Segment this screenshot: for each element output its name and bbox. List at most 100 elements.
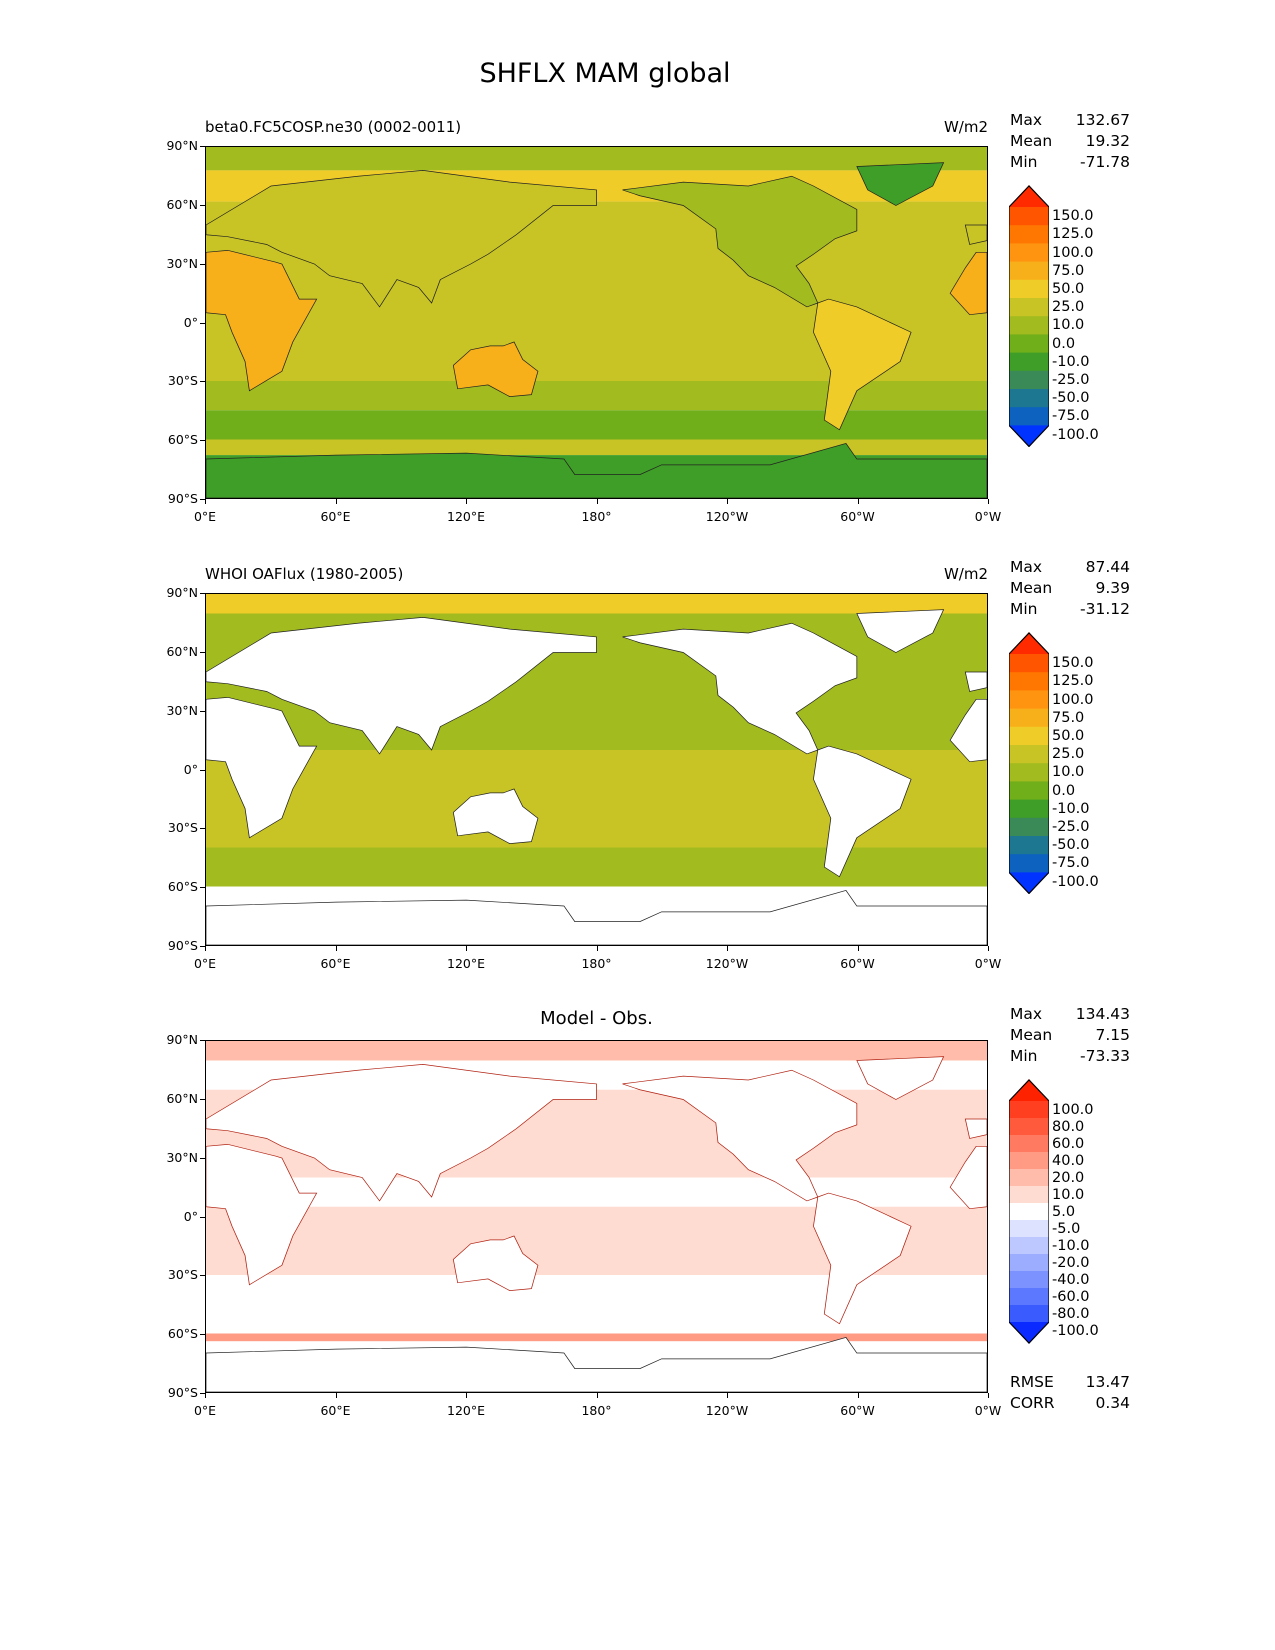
lat-tick-label: 60°N	[166, 1090, 198, 1106]
colorbar-canvas	[1009, 632, 1049, 895]
colorbar-level-label: 50.0	[1052, 727, 1085, 744]
lat-tick-label: 60°S	[167, 432, 198, 448]
field-band	[206, 1333, 987, 1342]
lat-tick-mark	[200, 710, 205, 712]
lat-tick-label: 30°N	[166, 1149, 198, 1165]
lon-tick-label: 60°E	[320, 1403, 351, 1418]
coastline-samerica	[813, 1192, 912, 1325]
lat-tick-mark	[200, 204, 205, 206]
field-band	[206, 1041, 987, 1061]
coastline-africaE	[206, 1144, 318, 1286]
stat-value: 19.32	[1085, 132, 1130, 150]
colorbar-level-label: -50.0	[1052, 837, 1090, 854]
colorbar-level-label: 75.0	[1052, 262, 1085, 279]
coastline-eurasia	[206, 170, 597, 308]
colorbar-segment	[1009, 817, 1049, 837]
lat-tick-mark	[200, 1157, 205, 1159]
colorbar-segment	[1009, 708, 1049, 728]
colorbar-segment	[1009, 243, 1049, 263]
lat-tick-mark	[200, 1040, 205, 1041]
colorbar-level-label: 10.0	[1052, 1186, 1085, 1203]
lat-tick-label: 0°	[183, 761, 198, 777]
figure-title: SHFLX MAM global	[479, 58, 731, 89]
panel-left-title: beta0.FC5COSP.ne30 (0002-0011)	[205, 118, 462, 136]
lon-tick-label: 180°	[581, 509, 612, 524]
colorbar	[1009, 632, 1049, 895]
extra-stat-label: RMSE	[1010, 1373, 1054, 1391]
stat-value: -71.78	[1080, 153, 1130, 171]
stat-label: Max	[1010, 558, 1043, 576]
lat-tick-label: 60°N	[166, 196, 198, 212]
lon-tick-label: 0°E	[193, 956, 217, 971]
colorbar-segment	[1009, 854, 1049, 873]
lon-tick-label: 60°W	[840, 509, 875, 524]
colorbar-segment	[1009, 745, 1049, 764]
lon-tick-label: 120°W	[705, 956, 749, 971]
lon-tick-label: 120°W	[705, 1403, 749, 1418]
lon-tick-mark	[988, 946, 989, 951]
colorbar-segment	[1009, 781, 1049, 801]
stat-value: 134.43	[1075, 1005, 1130, 1023]
colorbar-outline	[1009, 632, 1049, 895]
colorbar-level-label: 10.0	[1052, 317, 1085, 334]
lon-tick-mark	[988, 499, 989, 504]
lon-tick-mark	[727, 946, 728, 951]
lat-tick-mark	[200, 593, 205, 594]
colorbar-segment	[1009, 1169, 1049, 1187]
lat-tick-mark	[200, 381, 205, 383]
field-band	[206, 381, 987, 411]
lat-tick-label: 90°N	[166, 1032, 198, 1047]
field-band	[206, 147, 987, 171]
panel-units: W/m2	[943, 118, 988, 136]
panel-units: W/m2	[943, 565, 988, 583]
coastline-samerica	[813, 298, 912, 431]
lon-tick-label: 0°E	[193, 1403, 217, 1418]
lon-tick-mark	[205, 1393, 206, 1398]
coastline-europeW	[964, 1118, 987, 1139]
coastline-australia	[452, 788, 539, 844]
colorbar-extend-max	[1009, 1079, 1049, 1101]
lat-tick-label: 30°N	[166, 702, 198, 718]
coastline-africaW	[949, 698, 987, 763]
colorbar-level-label: -75.0	[1052, 408, 1090, 425]
colorbar-level-label: -25.0	[1052, 818, 1090, 835]
lon-tick-label: 60°W	[840, 956, 875, 971]
map-canvas	[206, 147, 987, 498]
colorbar-segment	[1009, 1203, 1049, 1221]
lat-tick-mark	[200, 499, 205, 500]
colorbar-level-label: 125.0	[1052, 226, 1094, 243]
colorbar-extend-min	[1009, 425, 1049, 448]
map-panel-3	[205, 1040, 988, 1393]
lat-tick-mark	[200, 146, 205, 147]
lon-tick-mark	[596, 946, 598, 951]
panel-center-title: Model - Obs.	[540, 1008, 653, 1029]
lon-tick-mark	[857, 946, 859, 951]
lon-tick-mark	[335, 946, 337, 951]
coastline-eurasia	[206, 1064, 597, 1202]
colorbar-level-label: 75.0	[1052, 709, 1085, 726]
stat-label: Mean	[1010, 1026, 1053, 1044]
lat-tick-label: 0°	[183, 314, 198, 330]
colorbar	[1009, 185, 1049, 448]
coastline-greenland	[856, 1056, 945, 1100]
field-band	[206, 1275, 987, 1334]
coastline-australia	[452, 341, 539, 397]
lon-tick-mark	[988, 1393, 989, 1398]
colorbar-level-label: 150.0	[1052, 655, 1094, 672]
colorbar-level-label: 125.0	[1052, 673, 1094, 690]
lon-tick-mark	[727, 499, 728, 504]
lat-tick-mark	[200, 263, 205, 265]
stat-label: Mean	[1010, 132, 1053, 150]
lat-tick-label: 30°S	[167, 1267, 198, 1283]
lon-tick-mark	[466, 946, 467, 951]
colorbar-segment	[1009, 352, 1049, 372]
colorbar-segment	[1009, 672, 1049, 691]
colorbar	[1009, 1079, 1049, 1344]
colorbar-level-label: -50.0	[1052, 390, 1090, 407]
colorbar-level-label: -100.0	[1052, 426, 1099, 443]
colorbar-segment	[1009, 298, 1049, 317]
colorbar-segment	[1009, 1237, 1049, 1255]
stat-value: 87.44	[1085, 558, 1130, 576]
lon-tick-mark	[335, 499, 337, 504]
